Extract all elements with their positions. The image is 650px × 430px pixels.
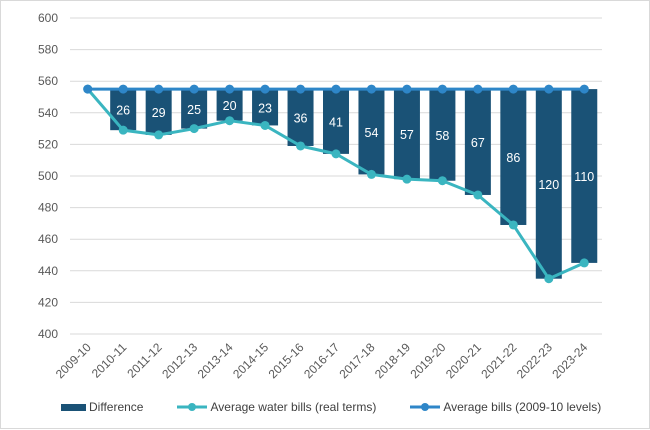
x-tick-label: 2021-22 <box>478 340 519 381</box>
data-label: 120 <box>538 178 559 192</box>
bar-difference <box>252 89 279 126</box>
point-water-bills <box>437 176 447 186</box>
point-water-bills <box>508 220 518 230</box>
x-tick-label: 2010-11 <box>89 340 130 381</box>
x-tick-label: 2022-23 <box>514 340 555 381</box>
bar-difference <box>323 89 349 154</box>
point-baseline <box>508 84 518 94</box>
legend-label: Average water bills (real terms) <box>210 400 377 414</box>
y-tick-label: 460 <box>38 232 58 246</box>
y-tick-label: 440 <box>38 264 58 278</box>
x-tick-label: 2017-18 <box>337 340 378 381</box>
point-baseline <box>154 84 164 94</box>
bar-difference <box>535 89 562 279</box>
point-baseline <box>473 84 483 94</box>
bar-difference <box>464 89 491 195</box>
y-tick-label: 600 <box>38 11 58 25</box>
x-tick-label: 2019-20 <box>407 340 448 381</box>
data-label: 58 <box>435 129 449 143</box>
data-label: 41 <box>329 115 343 129</box>
y-tick-label: 560 <box>38 74 58 88</box>
data-label: 54 <box>365 126 379 140</box>
point-water-bills <box>225 116 235 126</box>
point-water-bills <box>189 124 199 134</box>
data-label: 29 <box>152 106 166 120</box>
x-tick-label: 2016-17 <box>301 340 342 381</box>
point-water-bills <box>296 141 306 151</box>
data-label: 25 <box>187 103 201 117</box>
y-tick-label: 540 <box>38 106 58 120</box>
bar-difference <box>181 89 208 129</box>
point-baseline <box>366 84 376 94</box>
point-baseline <box>579 84 589 94</box>
y-tick-label: 500 <box>38 169 58 183</box>
legend-item-difference: Difference <box>61 400 143 414</box>
point-water-bills <box>260 120 270 130</box>
y-tick-label: 480 <box>38 201 58 215</box>
bar-difference <box>216 89 243 121</box>
legend: Difference Average water bills (real ter… <box>61 400 601 414</box>
data-label: 67 <box>471 136 485 150</box>
y-tick-label: 580 <box>38 43 58 57</box>
point-baseline <box>296 84 306 94</box>
data-label: 26 <box>116 104 130 118</box>
legend-item-baseline: Average bills (2009-10 levels) <box>410 400 601 414</box>
x-tick-label: 2018-19 <box>372 340 413 381</box>
point-water-bills <box>402 174 412 184</box>
y-tick-label: 420 <box>38 295 58 309</box>
y-tick-label: 520 <box>38 137 58 151</box>
point-water-bills <box>366 169 376 179</box>
point-baseline <box>402 84 412 94</box>
legend-item-water-bills: Average water bills (real terms) <box>177 400 376 414</box>
point-baseline <box>437 84 447 94</box>
point-baseline <box>189 84 199 94</box>
x-tick-label: 2023-24 <box>549 340 590 381</box>
legend-swatch-line <box>177 403 208 411</box>
data-label: 20 <box>223 99 237 113</box>
x-tick-label: 2015-16 <box>266 340 307 381</box>
x-tick-label: 2013-14 <box>195 340 236 381</box>
x-tick-label: 2011-12 <box>124 340 165 381</box>
point-water-bills <box>473 190 483 200</box>
x-tick-label: 2012-13 <box>159 340 200 381</box>
bar-difference <box>393 89 420 180</box>
data-label: 23 <box>258 101 272 115</box>
point-baseline <box>260 84 270 94</box>
data-label: 57 <box>400 128 414 142</box>
point-water-bills <box>579 258 589 268</box>
point-baseline <box>118 84 128 94</box>
bar-difference <box>145 89 172 135</box>
bar-difference <box>358 89 385 175</box>
bar-difference <box>571 89 598 263</box>
point-water-bills <box>544 274 554 284</box>
point-baseline <box>225 84 235 94</box>
x-tick-label: 2020-21 <box>443 340 484 381</box>
legend-label: Difference <box>89 400 144 414</box>
point-water-bills <box>118 125 128 135</box>
point-baseline <box>331 84 341 94</box>
legend-label: Average bills (2009-10 levels) <box>443 400 602 414</box>
bar-difference <box>110 89 137 131</box>
data-label: 110 <box>574 170 594 184</box>
x-tick-label: 2014-15 <box>230 340 271 381</box>
data-label: 86 <box>506 151 520 165</box>
point-water-bills <box>331 149 341 159</box>
bar-difference <box>429 89 456 181</box>
bar-difference <box>500 89 527 225</box>
y-tick-label: 400 <box>38 327 58 341</box>
legend-swatch-bar <box>61 403 86 411</box>
x-tick-label: 2009-10 <box>53 340 94 381</box>
bar-difference <box>287 89 314 146</box>
data-label: 36 <box>294 112 308 126</box>
point-baseline <box>83 84 93 94</box>
point-baseline <box>544 84 554 94</box>
legend-swatch-line <box>410 403 441 411</box>
point-water-bills <box>154 130 164 140</box>
